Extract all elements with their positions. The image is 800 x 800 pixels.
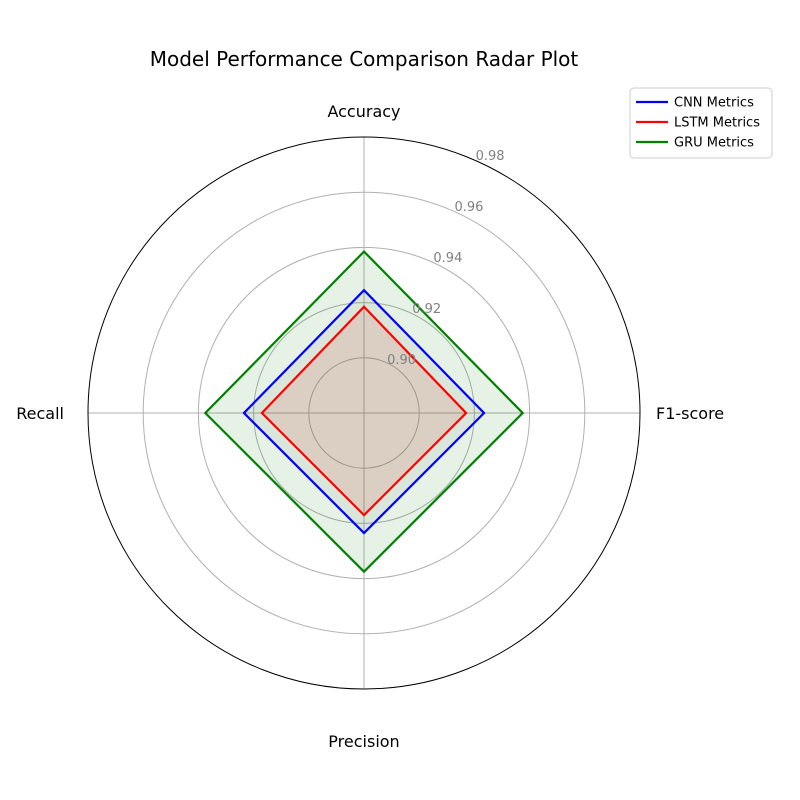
legend-label: LSTM Metrics: [674, 116, 760, 131]
legend: CNN Metrics LSTM Metrics GRU Metrics: [629, 87, 773, 159]
grid-layer: [87, 136, 641, 690]
series-line-gru-metrics: [203, 249, 525, 574]
legend-label: CNN Metrics: [674, 96, 754, 111]
r-tick-label: 0.96: [455, 200, 484, 215]
axis-label-recall: Recall: [16, 404, 64, 423]
r-tick-label: 0.98: [476, 149, 505, 164]
series-layer: [203, 249, 525, 574]
axis-label-f1-score: F1-score: [656, 404, 724, 423]
chart-title: Model Performance Comparison Radar Plot: [150, 47, 579, 71]
r-tick-label: 0.92: [412, 302, 441, 317]
r-tick-label: 0.94: [433, 251, 462, 266]
r-tick-label: 0.90: [387, 353, 416, 368]
series-line-lstm-metrics: [260, 305, 468, 517]
outer-frame: [87, 136, 641, 690]
label-layer: 0.90 0.92 0.94 0.96 0.98 Accuracy F1-score Prec…: [16, 102, 724, 751]
axis-label-accuracy: Accuracy: [327, 102, 400, 121]
legend-label: GRU Metrics: [674, 136, 754, 151]
series-line-cnn-metrics: [242, 288, 486, 535]
legend-frame: [629, 87, 773, 159]
series-fill-gru-metrics: [205, 251, 523, 572]
axis-label-precision: Precision: [328, 732, 399, 751]
